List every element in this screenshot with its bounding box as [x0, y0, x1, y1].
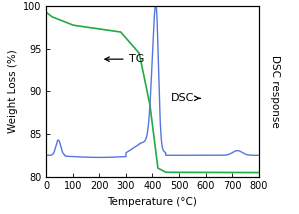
- Text: DSC: DSC: [171, 93, 200, 103]
- Text: TG: TG: [105, 54, 144, 64]
- Y-axis label: Weight Loss (%): Weight Loss (%): [7, 50, 18, 133]
- X-axis label: Temperature (°C): Temperature (°C): [108, 197, 197, 207]
- Y-axis label: DSC response: DSC response: [270, 55, 280, 128]
